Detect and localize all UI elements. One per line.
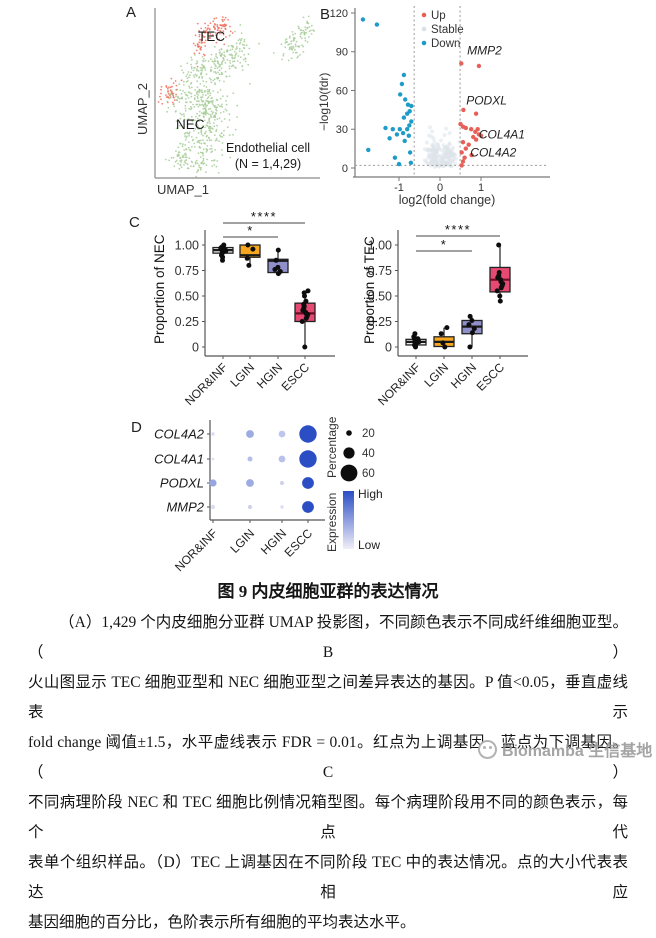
svg-text:0: 0	[437, 182, 443, 194]
svg-text:LGIN: LGIN	[227, 360, 257, 390]
svg-text:Proportion of NEC: Proportion of NEC	[152, 234, 167, 344]
svg-text:0.25: 0.25	[175, 315, 199, 329]
caption-line: （A）1,429 个内皮细胞分亚群 UMAP 投影图，不同颜色表示不同成纤维细胞…	[28, 614, 628, 661]
svg-text:NEC: NEC	[176, 117, 205, 132]
svg-text:Endothelial cell: Endothelial cell	[226, 141, 310, 155]
watermark-logo-icon	[478, 739, 497, 759]
svg-text:UMAP_2: UMAP_2	[135, 83, 150, 135]
svg-text:60: 60	[362, 468, 375, 480]
svg-text:0.50: 0.50	[175, 290, 199, 304]
caption-line: 不同病理阶段 NEC 和 TEC 细胞比例情况箱型图。每个病理阶段用不同的颜色表…	[28, 794, 628, 841]
svg-text:0.50: 0.50	[368, 290, 392, 304]
svg-text:0: 0	[192, 341, 199, 355]
svg-text:90: 90	[336, 47, 348, 59]
svg-text:60: 60	[336, 85, 348, 97]
svg-text:TEC: TEC	[198, 29, 225, 44]
svg-text:*: *	[441, 237, 448, 252]
svg-text:UMAP_1: UMAP_1	[157, 182, 209, 197]
svg-text:PODXL: PODXL	[160, 476, 204, 491]
svg-text:-1: -1	[394, 182, 404, 194]
watermark-text: Biomamba 生信基地	[502, 743, 653, 760]
watermark: Biomamba 生信基地	[478, 737, 652, 761]
svg-text:1.00: 1.00	[368, 239, 392, 253]
svg-text:Low: Low	[358, 538, 380, 552]
svg-text:(N = 1,4,29): (N = 1,4,29)	[235, 157, 301, 171]
svg-text:COL4A1: COL4A1	[479, 127, 525, 141]
svg-text:NOR&INF: NOR&INF	[182, 360, 230, 408]
panel-a-label: A	[126, 4, 137, 21]
svg-text:120: 120	[330, 8, 348, 20]
svg-text:COL4A2: COL4A2	[154, 427, 205, 442]
svg-text:1.00: 1.00	[175, 239, 199, 253]
svg-text:Expression: Expression	[325, 493, 339, 552]
svg-text:Percentage: Percentage	[325, 416, 339, 478]
proportion-nec-boxplot: 0 0.25 0.50 0.75 1.00 Proportion of NEC NOR&IN…	[152, 209, 335, 408]
panel-b-label: B	[320, 6, 331, 23]
svg-text:Down: Down	[431, 38, 460, 50]
panel-c-label: C	[129, 214, 140, 231]
svg-text:LGIN: LGIN	[227, 526, 257, 556]
svg-text:LGIN: LGIN	[421, 360, 451, 390]
svg-text:ESCC: ESCC	[279, 360, 313, 394]
svg-text:ESCC: ESCC	[474, 360, 508, 394]
svg-text:0.25: 0.25	[368, 315, 392, 329]
svg-text:****: ****	[445, 222, 471, 237]
svg-text:0.75: 0.75	[368, 264, 392, 278]
svg-text:40: 40	[362, 448, 375, 460]
svg-text:20: 20	[362, 428, 375, 440]
svg-text:****: ****	[251, 209, 277, 224]
svg-text:High: High	[358, 487, 383, 501]
caption-line: 基因细胞的百分比，色阶表示所有细胞的平均表达水平。	[28, 914, 416, 931]
svg-text:NOR&INF: NOR&INF	[172, 526, 220, 574]
svg-text:−log10(fdr): −log10(fdr)	[317, 73, 331, 131]
svg-text:1: 1	[478, 182, 484, 194]
svg-text:0: 0	[342, 163, 348, 175]
svg-text:MMP2: MMP2	[467, 43, 502, 57]
svg-text:MMP2: MMP2	[166, 500, 204, 515]
svg-text:NOR&INF: NOR&INF	[375, 360, 423, 408]
caption-title: 图 9 内皮细胞亚群的表达情况	[217, 582, 439, 601]
svg-text:0.75: 0.75	[175, 264, 199, 278]
panel-d-label: D	[131, 419, 142, 436]
umap-plot: TEC NEC Endothelial cell (N = 1,4,29) UMAP_1…	[135, 8, 320, 197]
svg-text:PODXL: PODXL	[466, 94, 507, 108]
svg-text:Up: Up	[431, 10, 446, 22]
svg-text:COL4A2: COL4A2	[470, 145, 516, 159]
svg-text:*: *	[247, 223, 254, 238]
svg-text:ESCC: ESCC	[282, 526, 316, 560]
svg-text:HGIN: HGIN	[448, 360, 479, 391]
svg-text:COL4A1: COL4A1	[154, 452, 204, 467]
svg-text:log2(fold change): log2(fold change)	[399, 193, 496, 207]
caption-line: 火山图显示 TEC 细胞亚型和 NEC 细胞亚型之间差异表达的基因。P 值<0.…	[28, 674, 628, 721]
volcano-plot: 0 30 60 90 120 -1 0 1 −log10(fdr) log2(fold chang…	[317, 6, 550, 207]
svg-text:30: 30	[336, 124, 348, 136]
svg-text:0: 0	[385, 341, 392, 355]
svg-text:Stable: Stable	[431, 24, 464, 36]
svg-text:Proportion of TEC: Proportion of TEC	[362, 236, 377, 344]
caption-line: 表单个组织样品。（D）TEC 上调基因在不同阶段 TEC 中的表达情况。点的大小…	[28, 854, 628, 901]
